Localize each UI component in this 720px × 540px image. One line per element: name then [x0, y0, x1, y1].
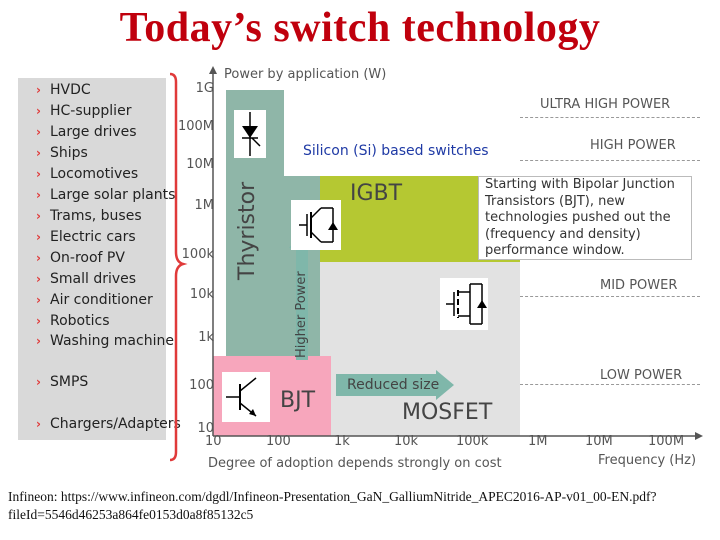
x-tick: 10: [205, 434, 222, 449]
mosfet-label: MOSFET: [402, 400, 493, 425]
list-item: › Electric cars: [36, 229, 136, 245]
igbt-label: IGBT: [350, 181, 403, 206]
list-item: › Air conditioner: [36, 292, 153, 308]
igbt-symbol-icon: [291, 200, 341, 250]
list-item: › Large solar plants: [36, 187, 176, 203]
high-power-label: HIGH POWER: [590, 138, 676, 153]
list-item: › HVDC: [36, 82, 91, 98]
list-item: › Small drives: [36, 271, 137, 287]
x-tick: 100k: [456, 434, 489, 449]
list-item: › Locomotives: [36, 166, 139, 182]
chevron-right-icon: ›: [36, 375, 41, 389]
chevron-right-icon: ›: [36, 251, 41, 265]
slide-title: Today’s switch technology: [119, 5, 601, 51]
ultra-high-power-line: [520, 117, 700, 118]
higher-power-arrow: [289, 232, 315, 360]
chevron-right-icon: ›: [36, 167, 41, 181]
chevron-right-icon: ›: [36, 209, 41, 223]
low-power-label: LOW POWER: [600, 368, 683, 383]
bjt-label: BJT: [280, 388, 316, 413]
list-item: › Trams, buses: [36, 208, 142, 224]
mid-power-label: MID POWER: [600, 278, 678, 293]
chevron-right-icon: ›: [36, 230, 41, 244]
low-power-line: [520, 384, 700, 385]
thyristor-symbol-icon: [234, 110, 266, 158]
chevron-right-icon: ›: [36, 104, 41, 118]
y-tick: 100M: [177, 119, 214, 134]
reduced-size-label: Reduced size: [347, 377, 440, 393]
x-tick: 100: [266, 434, 291, 449]
x-tick: 1k: [334, 434, 350, 449]
high-power-line: [520, 160, 700, 161]
list-item: › SMPS: [36, 374, 89, 390]
higher-power-label: Higher Power: [294, 271, 309, 358]
y-tick: 1M: [194, 198, 215, 213]
chevron-right-icon: ›: [36, 314, 41, 328]
adoption-note: Degree of adoption depends strongly on c…: [208, 456, 502, 471]
silicon-label: Silicon (Si) based switches: [300, 143, 492, 159]
y-tick: 1G: [195, 81, 214, 96]
reduced-size-arrow: [336, 370, 454, 400]
chevron-right-icon: ›: [36, 293, 41, 307]
ultra-high-power-label: ULTRA HIGH POWER: [540, 97, 671, 112]
axes: [209, 66, 703, 440]
list-item: › Chargers/Adapters: [36, 416, 181, 432]
note-box: Starting with Bipolar Junction Transisto…: [478, 176, 692, 260]
chevron-right-icon: ›: [36, 125, 41, 139]
source-citation: Infineon: https://www.infineon.com/dgdl/…: [8, 489, 657, 522]
x-tick: 100M: [648, 434, 685, 449]
y-tick: 10k: [189, 287, 214, 302]
y-tick: 100: [189, 378, 214, 393]
chevron-right-icon: ›: [36, 83, 41, 97]
mosfet-symbol-icon: [440, 278, 488, 330]
list-item: › On-roof PV: [36, 250, 125, 266]
list-item: › Large drives: [36, 124, 137, 140]
chevron-right-icon: ›: [36, 334, 41, 348]
y-tick: 10M: [186, 157, 214, 172]
bjt-symbol-icon: [222, 372, 270, 422]
y-axis-title: Power by application (W): [224, 67, 387, 82]
list-item: › Washing machine: [36, 333, 174, 349]
application-brace: [169, 72, 188, 462]
y-tick: 10: [197, 421, 214, 436]
chevron-right-icon: ›: [36, 417, 41, 431]
chevron-right-icon: ›: [36, 188, 41, 202]
x-tick: 1M: [528, 434, 548, 449]
y-tick: 100k: [181, 247, 214, 262]
x-tick: 10M: [585, 434, 613, 449]
list-item: › HC-supplier: [36, 103, 132, 119]
chevron-right-icon: ›: [36, 146, 41, 160]
thyristor-label: Thyristor: [235, 181, 260, 280]
applications-panel: › HVDC › HC-supplier › Large drives › Ships …: [18, 78, 181, 440]
x-tick: 10k: [394, 434, 419, 449]
mid-power-line: [520, 296, 700, 297]
chevron-right-icon: ›: [36, 272, 41, 286]
list-item: › Robotics: [36, 313, 110, 329]
list-item: › Ships: [36, 145, 88, 161]
y-tick: 1k: [198, 330, 214, 345]
x-axis-title: Frequency (Hz): [598, 453, 697, 468]
